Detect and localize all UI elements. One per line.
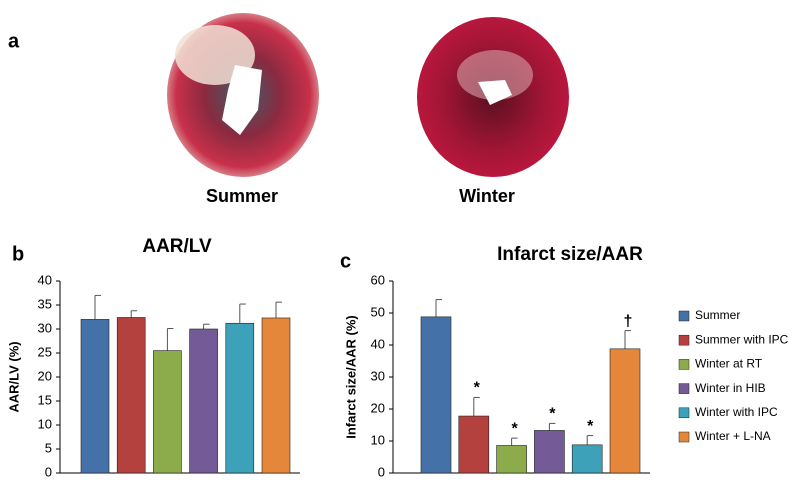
panel-label: a — [8, 30, 20, 52]
bar — [420, 316, 452, 474]
y-tick-label: 0 — [378, 464, 385, 479]
legend-swatch — [678, 310, 690, 322]
legend-swatch — [678, 383, 690, 394]
bar — [153, 350, 182, 474]
bar — [458, 415, 490, 474]
panel-label: c — [340, 250, 351, 272]
y-tick-label: 25 — [38, 344, 52, 359]
y-tick-label: 0 — [45, 464, 52, 479]
legend-label: Winter in HIB — [695, 381, 766, 395]
y-tick-label: 30 — [371, 368, 385, 383]
y-tick-label: 10 — [38, 416, 52, 431]
legend-label: Winter at RT — [695, 357, 763, 371]
bar — [609, 348, 641, 474]
legend-swatch — [678, 334, 690, 346]
heart-image — [167, 13, 319, 177]
y-tick-label: 40 — [38, 272, 52, 287]
y-tick-label: 35 — [38, 296, 52, 311]
y-tick-label: 20 — [371, 400, 385, 415]
y-axis-label: AAR/LV (%) — [6, 341, 21, 412]
y-tick-label: 50 — [371, 304, 385, 319]
heart-image — [417, 17, 569, 177]
bar — [534, 430, 565, 474]
image-caption: Summer — [206, 186, 278, 206]
legend-label: Summer — [695, 308, 740, 322]
image-caption: Winter — [459, 186, 515, 206]
annotation: † — [624, 313, 633, 330]
y-tick-label: 30 — [38, 320, 52, 335]
bar — [189, 328, 218, 474]
bar — [116, 317, 146, 474]
bar — [261, 317, 291, 474]
y-tick-label: 20 — [38, 368, 52, 383]
legend-label: Winter + L-NA — [695, 429, 771, 443]
chart-title: AAR/LV — [142, 236, 212, 257]
y-tick-label: 10 — [371, 432, 385, 447]
legend-swatch — [678, 431, 690, 443]
y-tick-label: 15 — [38, 392, 52, 407]
annotation: * — [511, 420, 518, 437]
y-axis-label: Infarct size/AAR (%) — [343, 315, 358, 439]
legend-label: Summer with IPC — [695, 332, 789, 346]
y-tick-label: 60 — [371, 272, 385, 287]
annotation: * — [549, 406, 556, 423]
bar — [496, 445, 527, 474]
legend-swatch — [678, 407, 690, 419]
y-tick-label: 40 — [371, 336, 385, 351]
legend-label: Winter with IPC — [695, 405, 778, 419]
bar — [225, 322, 255, 474]
annotation: * — [587, 418, 594, 435]
bar — [571, 444, 603, 474]
panel-label: b — [12, 243, 24, 265]
legend-swatch — [678, 359, 690, 370]
y-tick-label: 5 — [45, 440, 52, 455]
chart-title: Infarct size/AAR — [497, 244, 643, 265]
bar — [80, 319, 110, 474]
annotation: * — [474, 380, 481, 397]
